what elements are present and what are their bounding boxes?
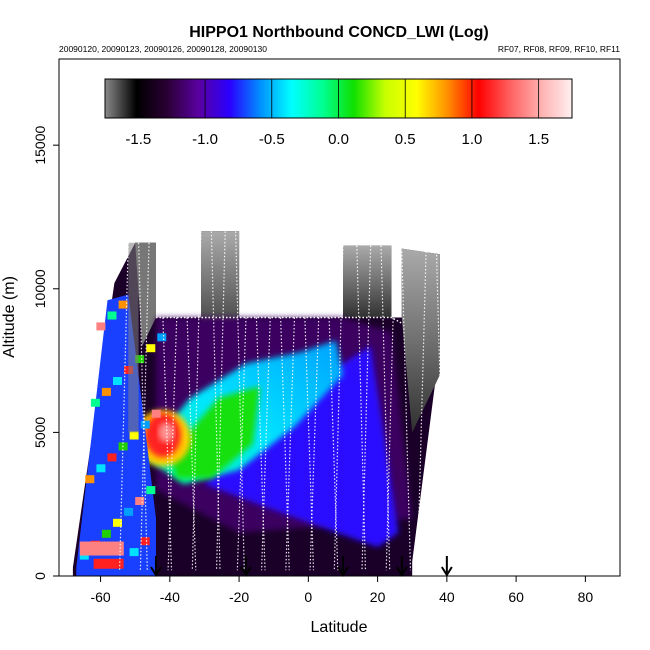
region-upper-grey-c	[401, 248, 440, 433]
slope-cell	[113, 518, 122, 527]
region-grey-column	[128, 242, 139, 433]
flight-track	[361, 245, 372, 571]
slope-cell	[129, 548, 139, 557]
flight-track	[385, 251, 396, 571]
chart-subtitle-flights: RF07, RF08, RF09, RF10, RF11	[498, 44, 620, 54]
slope-cell	[90, 398, 100, 407]
flight-track	[285, 317, 296, 571]
heatmap-field	[72, 231, 446, 576]
colorbar-tick-label: 0.0	[328, 131, 349, 148]
slope-cell	[85, 475, 95, 484]
slope-cell	[113, 377, 122, 385]
y-tick-label: 5000	[32, 417, 48, 448]
x-tick-label: 80	[578, 589, 594, 605]
y-tick-label: 0	[32, 572, 48, 580]
x-axis-label: Latitude	[311, 619, 368, 636]
slope-cell	[107, 453, 117, 462]
colorbar-tick-label: -0.5	[259, 131, 285, 148]
flight-track	[309, 317, 320, 571]
flight-track	[191, 231, 202, 571]
flight-track	[215, 231, 226, 571]
colorbar-tick-label: 0.5	[395, 131, 416, 148]
chart-subtitle-dates: 20090120, 20090123, 20090126, 20090128, …	[59, 44, 267, 54]
flight-track	[435, 251, 446, 571]
y-tick-label: 15000	[32, 125, 48, 164]
colorbar-tick-label: 1.5	[528, 131, 549, 148]
slope-cell	[107, 311, 117, 320]
region-blue-plume	[204, 346, 399, 548]
x-tick-label: -20	[229, 589, 249, 605]
slope-cell	[157, 333, 167, 342]
slope-cell	[96, 464, 106, 473]
flight-track	[416, 251, 427, 571]
colorbar-tick-label: -1.5	[125, 131, 151, 148]
region-pink-core	[158, 422, 175, 443]
flight-marker-arrow-head	[240, 566, 252, 577]
flight-track	[401, 251, 412, 571]
slope-cell	[129, 431, 139, 440]
plot-frame	[58, 58, 621, 577]
flight-track	[260, 317, 271, 571]
flight-marker-arrow-head	[395, 566, 408, 577]
colorbar-tick-label: -1.0	[192, 131, 218, 148]
slope-cell-low	[79, 541, 124, 556]
x-tick-label: 0	[304, 589, 312, 605]
flight-track	[235, 231, 245, 571]
y-tick-label: 10000	[32, 269, 48, 308]
x-tick-label: 60	[508, 589, 524, 605]
region-upper-grey-b	[343, 245, 392, 318]
slope-cell	[101, 529, 111, 538]
x-tick-label: 40	[439, 589, 455, 605]
flight-marker-arrow-head	[441, 566, 453, 577]
slope-cell	[135, 497, 145, 505]
flight-track-top	[156, 316, 403, 324]
slope-cell	[101, 387, 111, 396]
flight-marker-arrow-head	[150, 566, 162, 577]
slope-cell	[146, 486, 156, 495]
flight-markers	[150, 556, 453, 577]
slope-cell	[79, 551, 89, 560]
flight-track	[333, 245, 344, 571]
x-axis: -60 -40 -20 0 20 40 60 80	[90, 576, 593, 605]
slope-cell	[118, 300, 128, 309]
flight-track	[186, 317, 197, 571]
slope-cell-low	[93, 558, 124, 569]
x-tick-label: 20	[370, 589, 386, 605]
colorbar-tick-label: 1.0	[461, 131, 482, 148]
slope-cell	[135, 355, 145, 364]
x-tick-label: -40	[160, 589, 180, 605]
slope-cell	[124, 507, 134, 516]
chart-title: HIPPO1 Northbound CONCD_LWI (Log)	[189, 24, 489, 41]
slope-cell	[151, 409, 161, 418]
slope-cell	[140, 537, 150, 546]
slope-cell	[140, 420, 150, 429]
slope-cell	[146, 344, 156, 353]
flight-track	[328, 317, 339, 571]
flight-track	[380, 245, 391, 571]
y-axis-label: Altitude (m)	[1, 276, 18, 358]
colorbar: -1.5 -1.0 -0.5 0.0 0.5 1.0 1.5	[104, 78, 573, 148]
x-tick-label: -60	[90, 589, 110, 605]
flight-track	[236, 317, 247, 571]
flight-marker-arrow-head	[337, 566, 349, 577]
y-axis: 0 5000 10000 15000	[32, 125, 59, 580]
slope-cell	[96, 322, 106, 331]
flight-track	[210, 231, 221, 571]
flight-track	[167, 317, 178, 571]
